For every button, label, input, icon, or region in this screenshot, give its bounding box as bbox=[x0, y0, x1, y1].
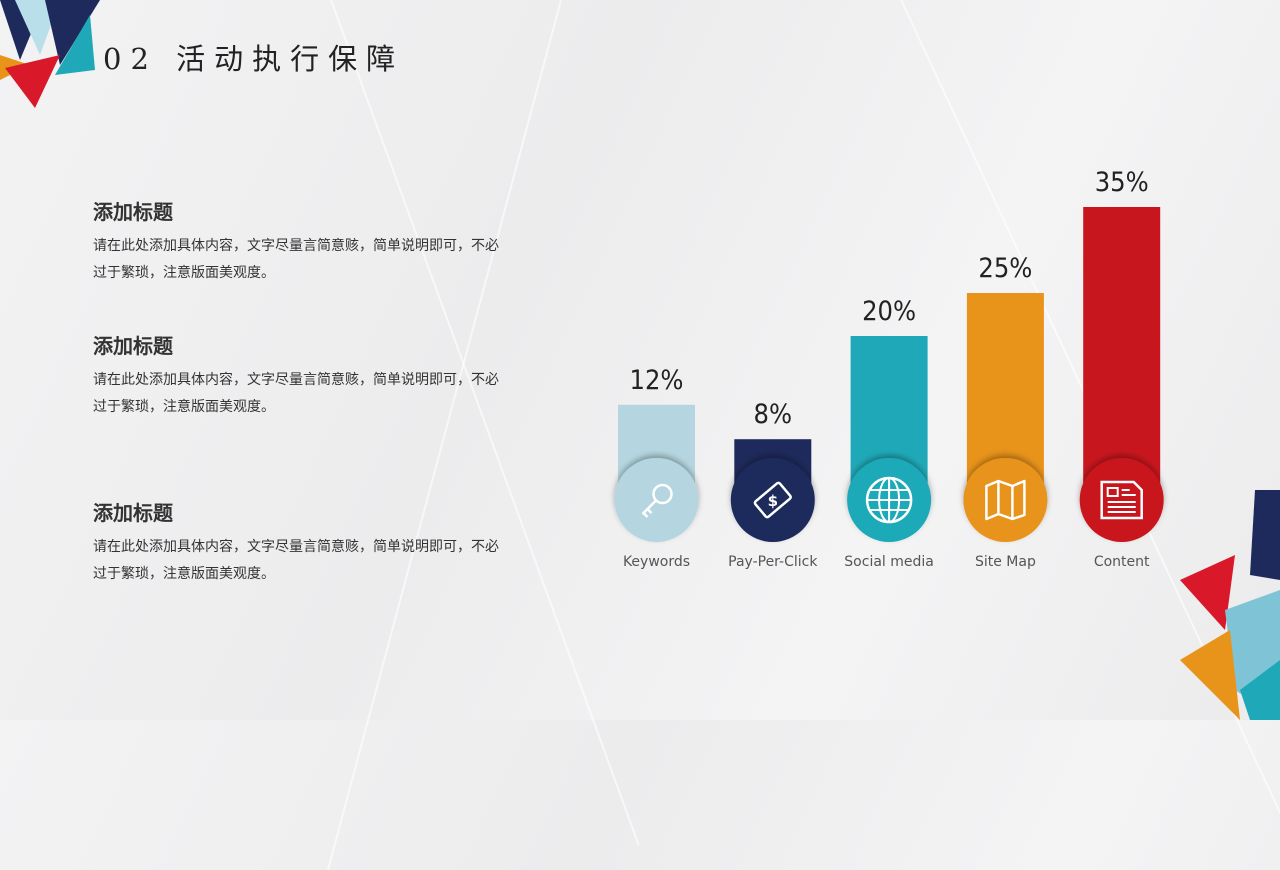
svg-text:$: $ bbox=[768, 492, 778, 510]
block-heading: 添加标题 bbox=[93, 334, 173, 358]
text-block-2: 添加标题 请在此处添加具体内容，文字尽量言简意赅，简单说明即可，不必过于繁琐，注… bbox=[93, 330, 503, 421]
newspaper-icon bbox=[1100, 480, 1143, 520]
data-label: 8% bbox=[754, 399, 793, 430]
bar-content bbox=[1083, 207, 1161, 500]
block-heading: 添加标题 bbox=[93, 501, 173, 525]
data-label: 12% bbox=[630, 365, 684, 396]
block-body: 请在此处添加具体内容，文字尽量言简意赅，简单说明即可，不必过于繁琐，注意版面美观… bbox=[93, 372, 499, 415]
data-label: 25% bbox=[978, 253, 1032, 284]
text-block-3: 添加标题 请在此处添加具体内容，文字尽量言简意赅，简单说明即可，不必过于繁琐，注… bbox=[93, 497, 503, 588]
money-bill-icon: $ bbox=[753, 481, 792, 519]
key-icon bbox=[641, 483, 673, 518]
text-block-1: 添加标题 请在此处添加具体内容，文字尽量言简意赅，简单说明即可，不必过于繁琐，注… bbox=[93, 196, 503, 287]
category-label: Site Map bbox=[975, 554, 1036, 570]
category-label: Social media bbox=[844, 554, 934, 570]
data-label: 35% bbox=[1095, 167, 1149, 198]
globe-icon bbox=[865, 476, 913, 524]
category-label: Keywords bbox=[623, 554, 690, 570]
icon-circle bbox=[730, 458, 815, 542]
icon-circle bbox=[963, 458, 1048, 542]
map-icon bbox=[985, 479, 1026, 521]
slide-title: 02 活动执行保障 bbox=[103, 42, 405, 76]
data-label: 20% bbox=[862, 296, 916, 327]
block-body: 请在此处添加具体内容，文字尽量言简意赅，简单说明即可，不必过于繁琐，注意版面美观… bbox=[93, 238, 499, 281]
decor-triangles-top-left bbox=[0, 0, 100, 108]
decor-triangles-bottom-right bbox=[1180, 490, 1280, 720]
category-label: Pay-Per-Click bbox=[728, 554, 818, 570]
bar-chart: 12% Keywords 8% $ Pay-Per-Click 20% Social med… bbox=[614, 167, 1164, 570]
icon-circle bbox=[1079, 458, 1164, 542]
block-body: 请在此处添加具体内容，文字尽量言简意赅，简单说明即可，不必过于繁琐，注意版面美观… bbox=[93, 539, 499, 582]
category-label: Content bbox=[1094, 554, 1150, 570]
block-heading: 添加标题 bbox=[93, 200, 173, 224]
